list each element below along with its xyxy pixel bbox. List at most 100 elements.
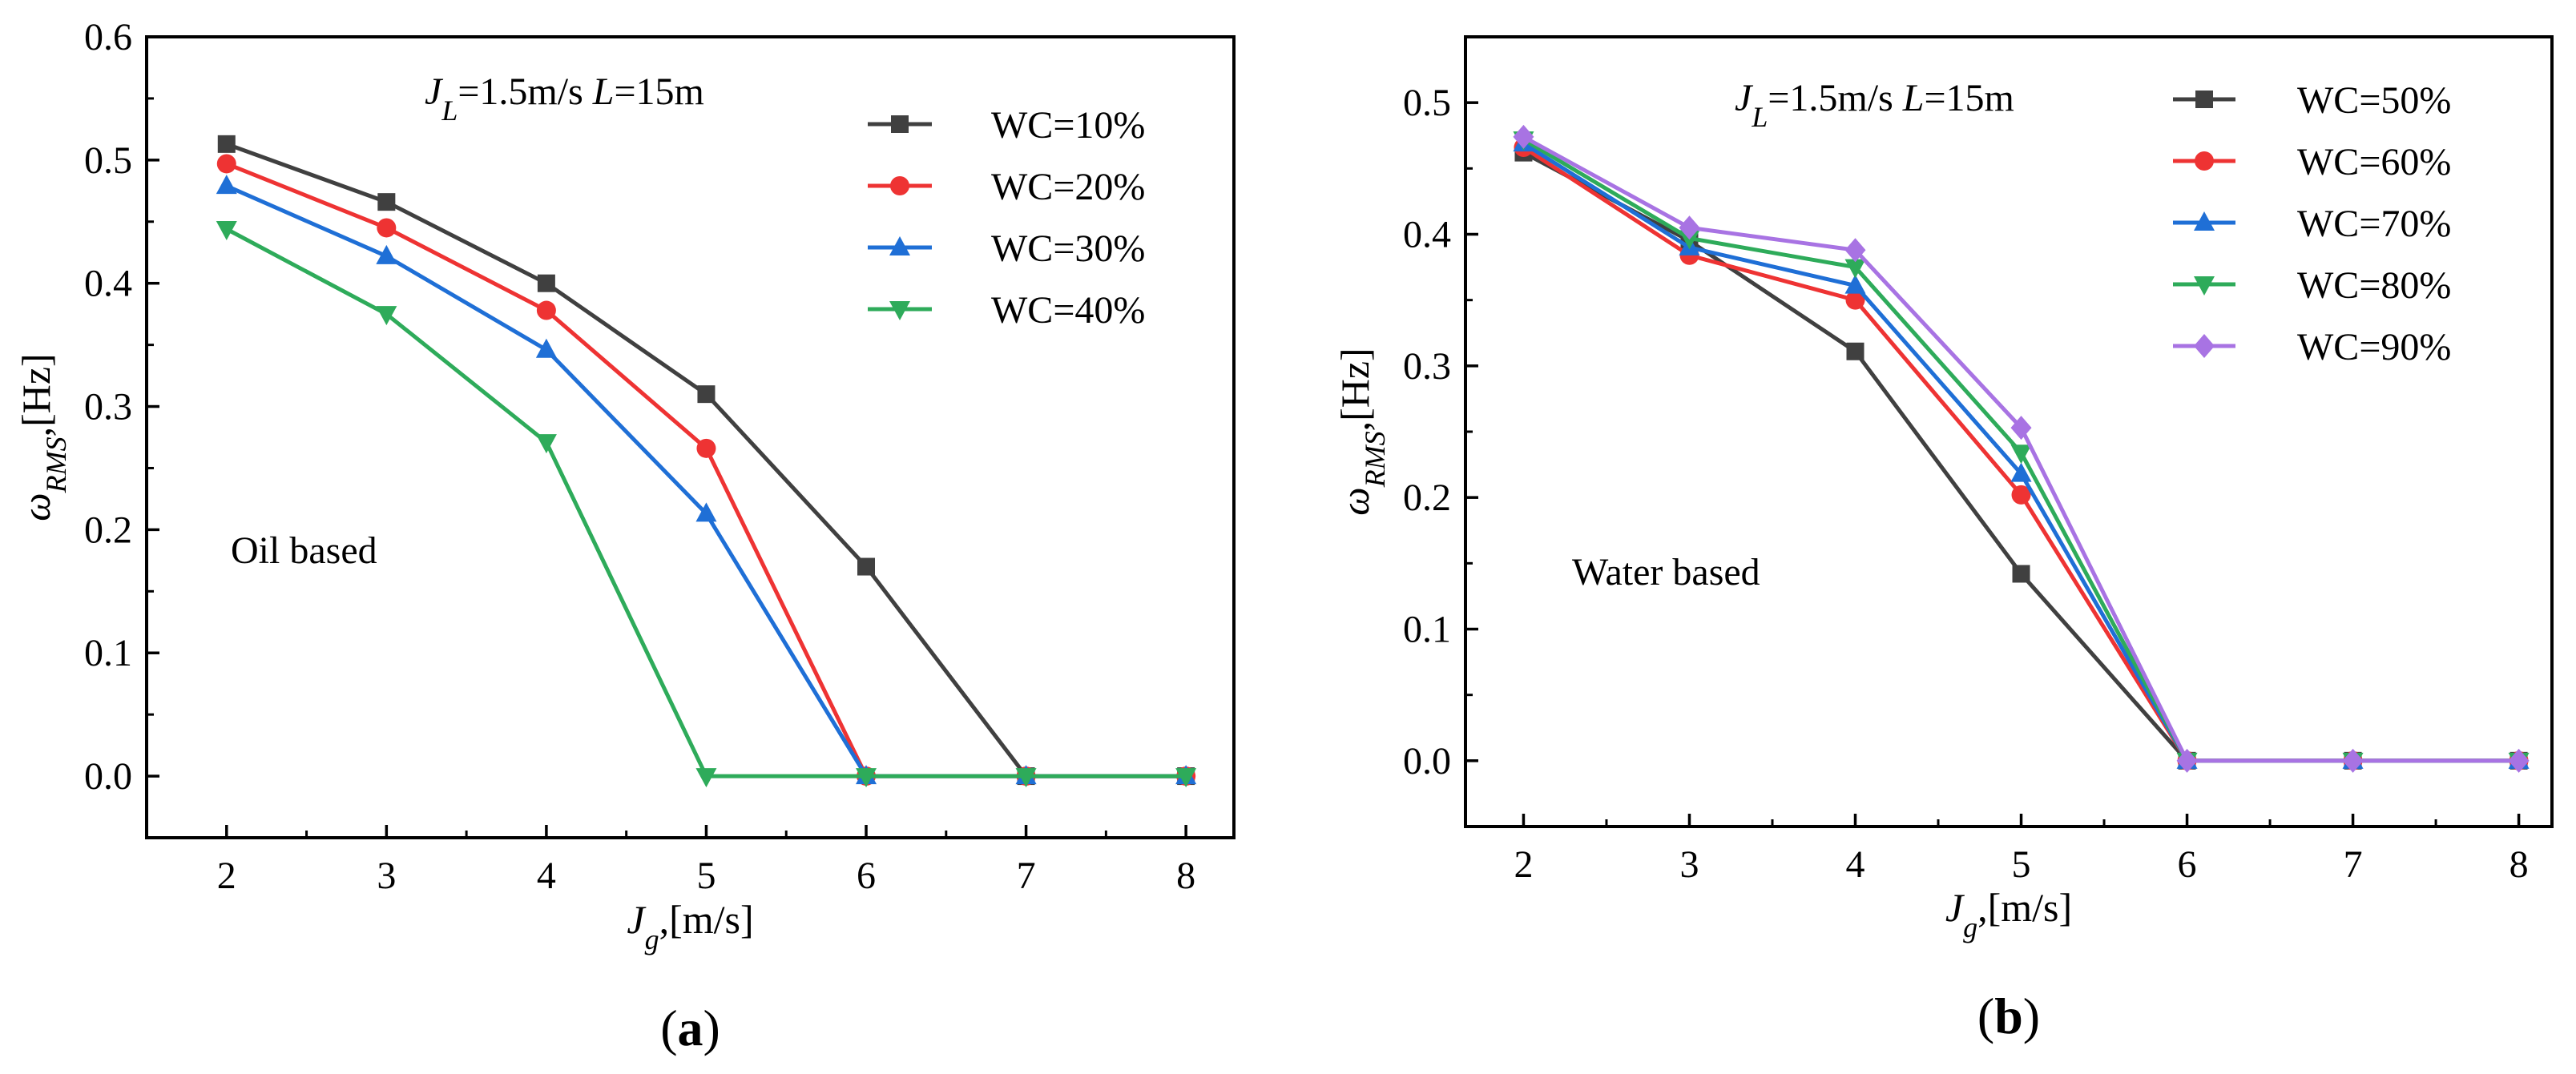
data-point xyxy=(2012,565,2030,583)
legend-item: WC=80% xyxy=(2173,264,2451,307)
data-point xyxy=(2010,462,2032,482)
legend-marker xyxy=(2194,334,2215,358)
series-wc-90 xyxy=(1513,124,2530,773)
legend-item: WC=40% xyxy=(868,289,1145,332)
legend: WC=50% WC=60% WC=70% WC=80% WC=90% xyxy=(2173,79,2451,368)
y-tick-label: 0.0 xyxy=(84,755,132,798)
data-point xyxy=(2011,485,2031,505)
legend-marker xyxy=(2195,91,2213,108)
data-point xyxy=(217,135,236,153)
legend-item: WC=20% xyxy=(868,166,1145,208)
plot-frame xyxy=(145,35,1236,839)
data-point xyxy=(216,154,236,174)
legend-label: WC=50% xyxy=(2297,79,2451,122)
data-point xyxy=(2342,748,2364,773)
legend-marker xyxy=(891,115,909,133)
regime-annotation: Water based xyxy=(1572,551,1760,593)
data-point xyxy=(1175,768,1197,788)
regime-annotation: Oil based xyxy=(231,529,377,572)
x-axis-title: Jg,[m/s] xyxy=(627,897,753,955)
legend-label: WC=10% xyxy=(991,104,1145,147)
x-tick-label: 4 xyxy=(1846,843,1865,886)
data-point xyxy=(376,306,397,326)
data-point xyxy=(695,768,717,788)
legend-marker xyxy=(2195,151,2214,171)
legend-marker xyxy=(890,176,909,195)
x-tick-label: 2 xyxy=(217,855,236,897)
legend-marker xyxy=(889,236,910,255)
data-point xyxy=(2010,416,2032,440)
x-tick-label: 4 xyxy=(537,855,556,897)
data-point xyxy=(1845,290,1865,310)
y-tick-label: 0.5 xyxy=(1403,82,1451,124)
data-point xyxy=(697,385,716,404)
x-tick-label: 5 xyxy=(696,855,716,897)
x-axis-title: Jg,[m/s] xyxy=(1945,885,2072,943)
panel-label: (a) xyxy=(660,1000,720,1056)
y-tick-label: 0.6 xyxy=(84,16,132,58)
y-axis-title: ωRMS,[Hz] xyxy=(1332,348,1391,515)
data-point xyxy=(376,244,397,264)
legend-label: WC=40% xyxy=(991,289,1145,332)
data-point xyxy=(1844,238,1866,263)
legend-item: WC=30% xyxy=(868,227,1145,270)
y-tick-label: 0.1 xyxy=(1403,609,1451,651)
data-point xyxy=(1679,230,1700,250)
legend-label: WC=80% xyxy=(2297,264,2451,307)
data-point xyxy=(377,193,396,211)
data-point xyxy=(1015,768,1037,788)
legend-label: WC=20% xyxy=(991,166,1145,208)
series-line xyxy=(225,183,1187,778)
y-tick-label: 0.1 xyxy=(84,632,132,674)
data-point xyxy=(2010,444,2032,465)
legend-item: WC=90% xyxy=(2173,326,2451,368)
x-tick-label: 3 xyxy=(377,855,396,897)
y-axis-title: ωRMS,[Hz] xyxy=(14,353,72,521)
y-tick-label: 0.2 xyxy=(84,509,132,551)
legend-label: WC=70% xyxy=(2297,203,2451,245)
y-tick-label: 0.3 xyxy=(1403,345,1451,388)
panel-label: (b) xyxy=(1977,988,2040,1044)
data-point xyxy=(1513,124,1534,149)
data-point xyxy=(696,438,716,458)
legend-item: WC=10% xyxy=(868,104,1145,147)
x-tick-label: 8 xyxy=(1176,855,1195,897)
data-point xyxy=(377,218,397,238)
y-tick-label: 0.2 xyxy=(1403,477,1451,519)
y-tick-label: 0.4 xyxy=(1403,214,1451,256)
data-point xyxy=(2508,748,2530,773)
legend-marker xyxy=(889,301,910,320)
series-wc-40 xyxy=(216,221,1197,788)
x-tick-label: 8 xyxy=(2509,843,2529,886)
y-tick-label: 0.4 xyxy=(84,263,132,305)
data-point xyxy=(857,557,876,576)
data-point xyxy=(216,175,237,195)
data-point xyxy=(695,502,717,522)
chart-panel-b: 2 3 4 5 6 7 8 0.0 0.1 0.2 0.3 0.4 0.5 Jg,[m/s] ωRMS,[H… xyxy=(1332,35,2554,1044)
data-point xyxy=(535,434,557,454)
legend-marker xyxy=(2194,211,2215,231)
x-tick-label: 7 xyxy=(1017,855,1036,897)
y-tick-label: 0.3 xyxy=(84,386,132,428)
x-tick-label: 2 xyxy=(1514,843,1533,886)
x-tick-label: 6 xyxy=(857,855,876,897)
legend-label: WC=90% xyxy=(2297,326,2451,368)
x-tick-label: 7 xyxy=(2344,843,2363,886)
data-point xyxy=(1679,215,1700,240)
legend-item: WC=70% xyxy=(2173,203,2451,245)
condition-annotation: JL=1.5m/s L=15m xyxy=(425,70,704,127)
legend-label: WC=30% xyxy=(991,227,1145,270)
legend-label: WC=60% xyxy=(2297,141,2451,183)
legend-item: WC=60% xyxy=(2173,141,2451,183)
data-point xyxy=(537,274,555,292)
data-point xyxy=(536,300,556,320)
data-point xyxy=(1846,342,1864,360)
legend-marker xyxy=(2194,276,2215,296)
x-tick-label: 3 xyxy=(1679,843,1699,886)
data-point xyxy=(1844,259,1866,279)
x-tick-label: 6 xyxy=(2178,843,2197,886)
chart-panel-a: 2 3 4 5 6 7 8 0.0 0.1 0.2 0.3 0.4 0.5 0.6 Jg,[m/s] ωRMS… xyxy=(14,16,1236,1056)
data-point xyxy=(2176,748,2198,773)
data-point xyxy=(1844,274,1866,294)
